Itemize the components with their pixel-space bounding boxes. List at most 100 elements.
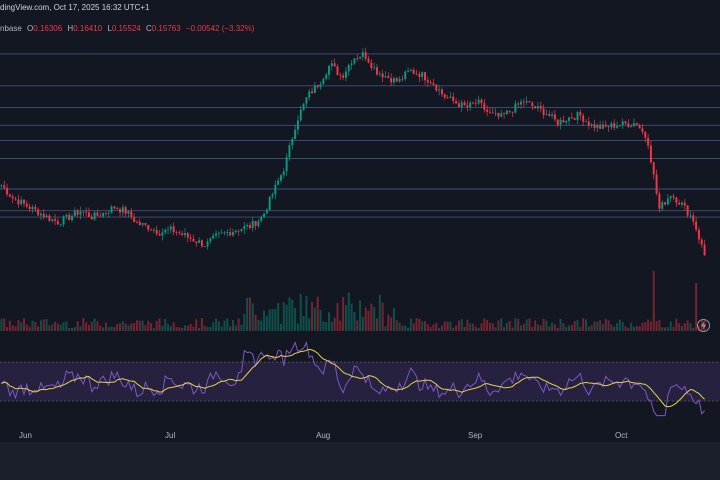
candle-body — [695, 221, 698, 230]
volume-bar — [263, 310, 266, 331]
candle-body — [542, 108, 545, 115]
candle-body — [568, 117, 571, 121]
volume-bar — [31, 320, 34, 331]
candle-body — [34, 206, 37, 210]
volume-bar — [342, 297, 345, 331]
candle-body — [299, 109, 302, 121]
volume-bar — [392, 307, 395, 331]
candle-body — [344, 71, 347, 78]
candle-body — [373, 67, 376, 69]
volume-bar — [169, 326, 172, 331]
chart-area[interactable] — [0, 0, 720, 442]
candle-body — [291, 139, 294, 146]
candle-body — [285, 157, 288, 172]
volume-bar — [511, 327, 514, 331]
candle-body — [421, 72, 424, 77]
volume-bar — [65, 321, 68, 331]
low-label: L — [107, 24, 112, 33]
candle-body — [404, 71, 407, 80]
volume-bar — [251, 303, 254, 331]
candle-body — [127, 211, 130, 214]
candle-body — [164, 229, 167, 233]
volume-bar — [135, 320, 138, 331]
candle-body — [678, 202, 681, 205]
volume-bar — [133, 323, 136, 331]
volume-bar — [150, 323, 153, 331]
candle-body — [282, 171, 285, 176]
volume-bar — [155, 320, 158, 331]
candle-body — [607, 126, 610, 128]
candle-body — [390, 78, 393, 83]
volume-bar — [675, 318, 678, 331]
volume-bar — [138, 320, 141, 331]
candle-body — [172, 226, 175, 233]
volume-bar — [463, 326, 466, 331]
candle-body — [613, 123, 616, 128]
candle-body — [641, 128, 644, 132]
candle-body — [384, 76, 387, 78]
volume-bar — [42, 319, 45, 331]
volume-bar — [618, 319, 621, 331]
candle-body — [582, 115, 585, 122]
candle-body — [508, 110, 511, 112]
candle-body — [503, 113, 506, 115]
volume-bar — [62, 322, 65, 331]
candle-body — [133, 217, 136, 223]
candle-body — [336, 66, 339, 75]
volume-bar — [562, 323, 565, 331]
candle-body — [257, 221, 260, 227]
volume-bar — [99, 325, 102, 331]
candle-body — [342, 75, 345, 78]
candle-body — [296, 120, 299, 130]
volume-bar — [440, 325, 443, 331]
volume-bar — [695, 283, 698, 331]
volume-bar — [200, 318, 203, 331]
lightning-icon — [700, 321, 707, 330]
volume-bar — [627, 327, 630, 331]
volume-bar — [579, 326, 582, 331]
candle-body — [183, 233, 186, 236]
volume-bar — [220, 326, 223, 331]
volume-bar — [328, 312, 330, 331]
candle-body — [294, 129, 297, 140]
lightning-button[interactable] — [697, 319, 710, 332]
candle-body — [610, 123, 613, 128]
volume-bar — [308, 318, 311, 331]
volume-bar — [104, 322, 107, 331]
candle-body — [195, 241, 198, 243]
candle-body — [3, 185, 6, 188]
candle-body — [438, 89, 441, 91]
open-value: 0.16306 — [33, 24, 63, 33]
candle-body — [449, 96, 452, 98]
publisher-timestamp: dingView.com, Oct 17, 2025 16:32 UTC+1 — [0, 3, 150, 12]
candle-body — [37, 209, 40, 216]
candle-body — [599, 124, 602, 129]
volume-bar — [370, 303, 373, 331]
volume-bar — [638, 326, 641, 331]
candle-body — [68, 214, 71, 221]
candle-body — [621, 121, 624, 126]
volume-bar — [494, 327, 497, 331]
candle-body — [135, 222, 138, 223]
volume-bar — [421, 321, 424, 331]
rsi-moving-average-line — [1, 348, 705, 408]
candle-body — [359, 56, 362, 59]
volume-bar — [376, 318, 378, 331]
volume-bar — [347, 292, 350, 331]
volume-bar — [630, 322, 633, 331]
candle-body — [220, 232, 223, 234]
candle-body — [593, 124, 596, 129]
candle-body — [353, 58, 356, 64]
volume-bar — [624, 326, 627, 331]
volume-bar — [398, 322, 401, 331]
candle-body — [42, 213, 45, 218]
candle-body — [398, 78, 401, 82]
candle-body — [664, 202, 667, 205]
candle-body — [655, 174, 658, 194]
volume-bar — [522, 323, 525, 331]
candle-body — [333, 63, 336, 67]
candle-body — [251, 221, 254, 228]
candle-body — [517, 103, 520, 105]
volume-bar — [333, 317, 336, 331]
price-chart[interactable] — [0, 0, 720, 442]
